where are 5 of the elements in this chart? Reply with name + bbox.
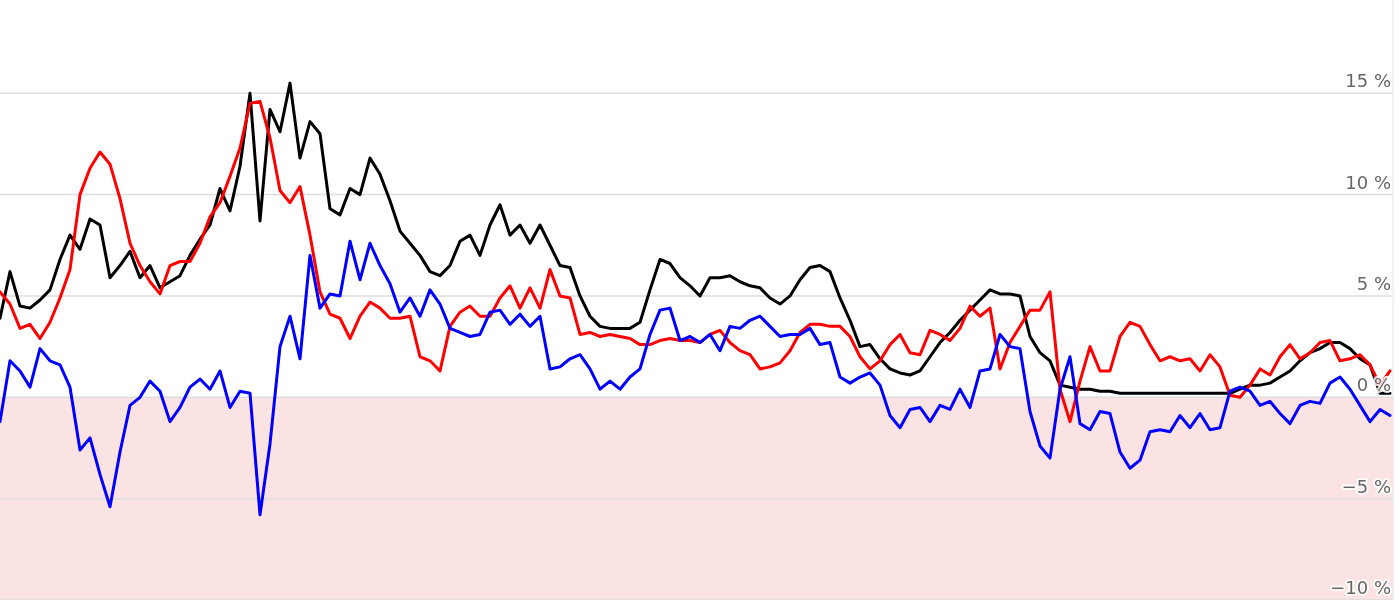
y-tick-label: −5 % [1341,475,1391,497]
y-tick-label: 5 % [1356,272,1391,294]
y-tick-label: 10 % [1345,171,1391,193]
y-tick-label: 15 % [1345,70,1391,92]
y-tick-label: −10 % [1330,577,1391,598]
